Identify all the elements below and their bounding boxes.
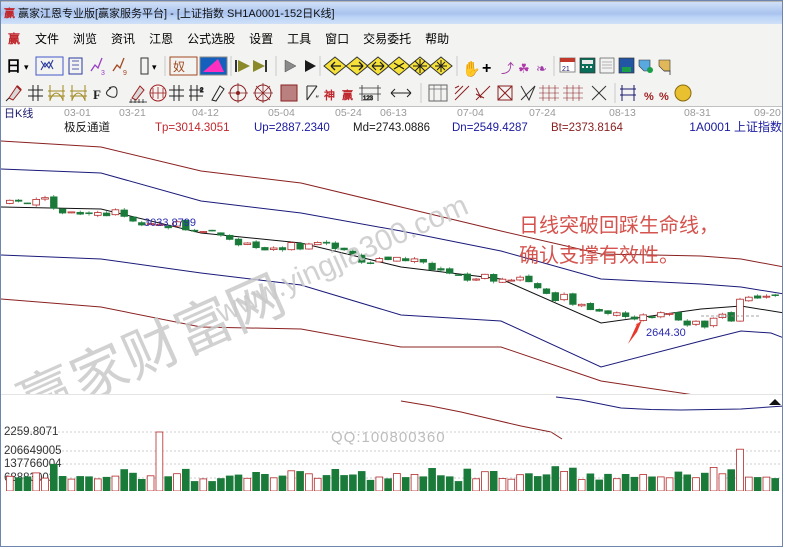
svg-text:▾: ▾ <box>152 62 157 72</box>
svg-text:04-12: 04-12 <box>192 107 219 119</box>
svg-text:05-24: 05-24 <box>335 107 362 119</box>
svg-text:☘: ☘ <box>518 61 530 76</box>
svg-text:Up=2887.2340: Up=2887.2340 <box>254 122 330 134</box>
svg-text:1A0001 上证指数: 1A0001 上证指数 <box>689 119 782 134</box>
svg-text:日: 日 <box>6 58 21 75</box>
svg-text:09-20: 09-20 <box>754 107 781 119</box>
svg-text:Bt=2373.8164: Bt=2373.8164 <box>551 122 624 134</box>
svg-text:123: 123 <box>363 96 374 102</box>
svg-text:%: % <box>659 91 669 103</box>
svg-text:❧: ❧ <box>536 61 547 76</box>
svg-text:日K线: 日K线 <box>4 106 33 120</box>
svg-text:Dn=2549.4287: Dn=2549.4287 <box>452 122 528 134</box>
svg-text:03-21: 03-21 <box>119 107 146 119</box>
svg-text:206649005: 206649005 <box>4 445 62 457</box>
svg-text:Md=2743.0886: Md=2743.0886 <box>353 122 430 134</box>
svg-text:9: 9 <box>123 70 127 77</box>
svg-text:神: 神 <box>324 88 335 102</box>
svg-text:Tp=3014.3051: Tp=3014.3051 <box>155 122 230 134</box>
svg-text:21: 21 <box>562 66 570 73</box>
svg-text:▾: ▾ <box>24 62 29 72</box>
svg-text:2644.30: 2644.30 <box>646 327 686 339</box>
svg-text:06-13: 06-13 <box>380 107 407 119</box>
svg-text:QQ:100800360: QQ:100800360 <box>331 429 446 446</box>
svg-text:⤴: ⤴ <box>501 61 514 76</box>
svg-text:www.yingjia300.com: www.yingjia300.com <box>210 189 473 330</box>
svg-text:07-04: 07-04 <box>457 107 484 119</box>
svg-text:F: F <box>93 87 101 102</box>
svg-text:03-01: 03-01 <box>64 107 91 119</box>
svg-text:3: 3 <box>101 70 105 77</box>
svg-text:08-31: 08-31 <box>684 107 711 119</box>
svg-text:2: 2 <box>200 88 204 94</box>
svg-text:07-24: 07-24 <box>529 107 556 119</box>
svg-text:3033.8799: 3033.8799 <box>144 217 196 229</box>
svg-text:": " <box>315 94 319 104</box>
svg-text:奴: 奴 <box>173 60 185 74</box>
svg-text:赢: 赢 <box>342 88 353 102</box>
svg-text:日线突破回踩生命线，: 日线突破回踩生命线， <box>519 214 719 237</box>
svg-text:05-04: 05-04 <box>268 107 295 119</box>
svg-text:%: % <box>644 91 654 103</box>
svg-text:✋: ✋ <box>462 60 481 78</box>
svg-text:+: + <box>482 60 491 77</box>
svg-text:2259.8071: 2259.8071 <box>4 426 58 438</box>
svg-text:确认支撑有效性。: 确认支撑有效性。 <box>519 244 679 267</box>
svg-text:极反通道: 极反通道 <box>64 120 110 134</box>
svg-text:08-13: 08-13 <box>609 107 636 119</box>
